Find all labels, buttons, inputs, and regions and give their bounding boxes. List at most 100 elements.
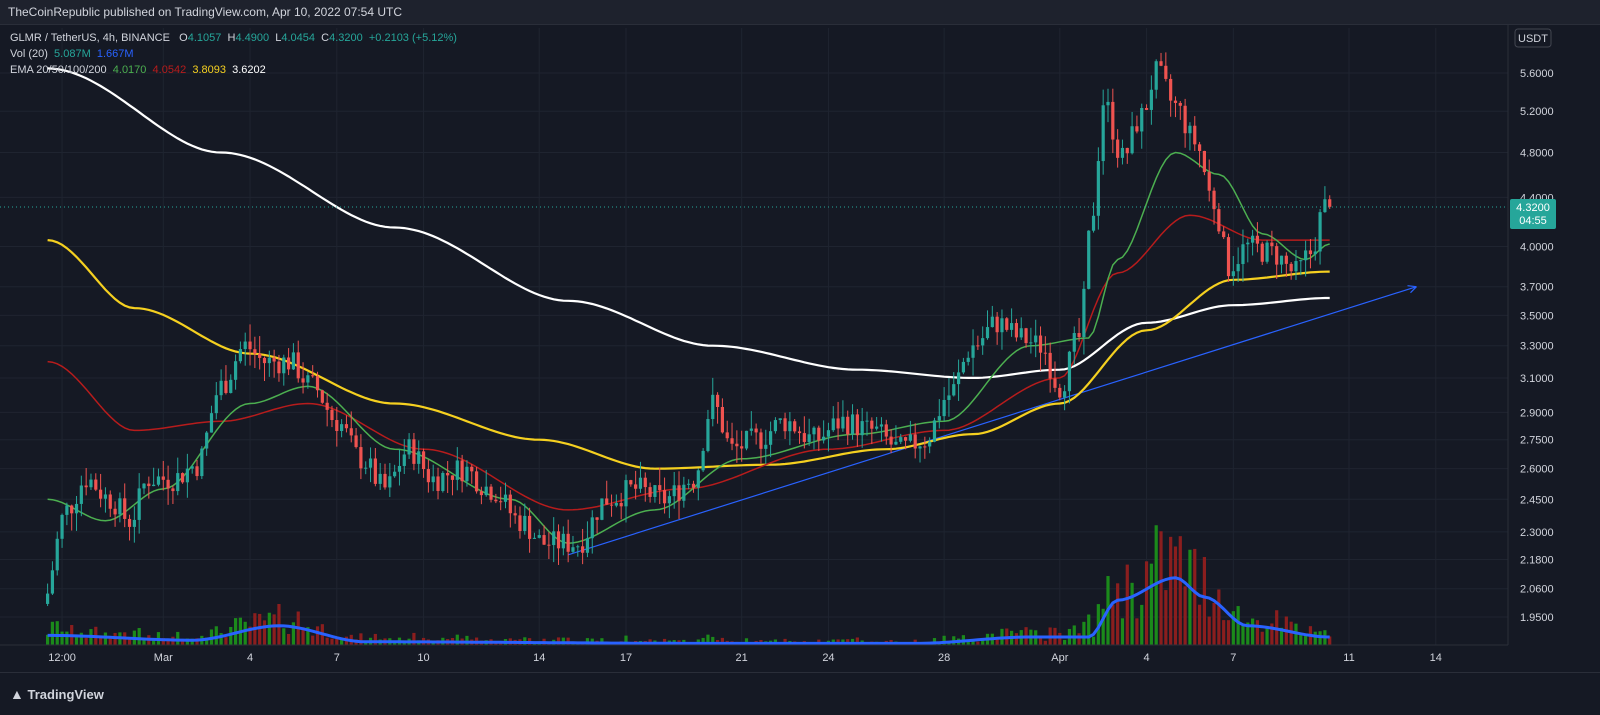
candle-body [730,438,734,444]
volume-bar [301,627,305,645]
volume-bar [142,637,146,645]
candle-body [841,416,845,429]
volume-bar [1183,586,1187,645]
time-tick-label: 28 [938,652,950,664]
candle-body [1019,328,1023,338]
volume-label[interactable]: Vol (20) [10,48,48,60]
price-tick-label: 2.4500 [1520,494,1554,506]
candle-body [528,515,532,539]
volume-bar [1063,639,1067,645]
time-tick-label: 17 [620,652,632,664]
candle-body [1318,212,1322,252]
candle-body [465,466,469,482]
volume-bar [1260,631,1264,645]
currency-label[interactable]: USDT [1514,28,1552,48]
volume-bar [1222,620,1226,645]
volume-bar [976,641,980,645]
candle-body [84,485,88,488]
time-tick-label: 4 [1143,652,1149,664]
tradingview-logo[interactable]: ▲ TradingView [10,686,104,702]
candle-body [1313,251,1317,255]
candle-body [224,380,228,393]
candle-body [928,441,932,447]
volume-bar [108,637,112,645]
candle-body [262,357,267,364]
candle-body [180,473,185,483]
candle-body [672,485,676,497]
candle-body [1289,263,1293,272]
candle-body [489,486,493,500]
candle-body [879,424,884,427]
candle-body [923,446,927,448]
candle-body [1275,246,1279,265]
candle-body [571,547,575,552]
volume-ma-value: 1.667M [96,48,134,60]
candle-body [561,533,565,549]
candle-body [648,487,652,497]
candle-body [325,402,329,410]
candle-body [315,376,320,391]
volume-bar [359,633,363,645]
candle-body [267,357,271,364]
volume-bar [1120,618,1125,645]
volume-bar [74,636,79,645]
candle-body [1106,101,1110,106]
candle-body [1096,161,1100,216]
candle-body [605,498,609,505]
candle-body [1005,318,1009,330]
volume-bar [1226,620,1231,645]
price-tick-label: 2.6000 [1520,464,1554,476]
symbol-title[interactable]: GLMR / TetherUS, 4h, BINANCE [10,32,170,44]
candle-body [301,378,305,383]
price-axis[interactable]: 5.60005.20004.80004.40004.00003.70003.50… [1507,25,1600,645]
volume-bar [330,638,334,645]
trend-line[interactable] [567,286,1417,556]
candle-body [1058,387,1062,398]
candle-body [956,372,961,385]
candle-body [687,483,691,485]
price-chart[interactable]: 5.60005.20004.80004.40004.00003.70003.50… [0,25,1600,714]
volume-bar [1087,614,1091,645]
candle-body [132,519,136,527]
volume-bar [995,637,999,645]
volume-bar [1265,627,1269,645]
candle-body [258,353,262,358]
candle-body [1101,105,1105,162]
trendline[interactable] [567,285,1417,556]
volume-bar [1043,640,1047,645]
price-tick-label: 2.7500 [1520,435,1554,447]
candle-body [1183,105,1187,134]
volume-bar [127,638,132,645]
volume-bar [1091,636,1096,645]
candle-body [793,421,797,432]
volume-bar [267,612,271,645]
candle-body [1197,144,1202,151]
candle-body [296,352,300,379]
volume-bar [340,638,344,645]
volume-bar [1304,634,1308,645]
candle-body [1063,391,1067,398]
candle-body [725,432,729,439]
volume-bar [1202,557,1206,645]
current-price-label: 4.3200 04:55 [1510,199,1556,229]
ema-label[interactable]: EMA 20/50/100/200 [10,64,107,76]
volume-bar [79,632,83,645]
volume-bar [981,639,985,645]
volume-bar [1328,636,1332,645]
candle-body [581,546,585,553]
candle-body [749,428,753,431]
volume-bars [46,525,1332,645]
volume-bar [720,637,724,645]
volume-bar [185,638,189,645]
time-axis[interactable]: 12:00 Mar 4 7 10 14 17 21 24 28 Apr 4 7 11 14 [0,644,1508,664]
volume-bar [161,638,165,645]
volume-bar [1188,549,1192,645]
volume-bar [942,635,946,645]
publish-bar: TheCoinRepublic published on TradingView… [0,0,1600,25]
candle-body [378,473,382,484]
publish-info: TheCoinRepublic published on TradingView… [8,5,403,19]
candle-body [272,357,276,362]
volume-bar [1130,582,1134,645]
grid [0,28,1508,645]
open-label: O [179,32,188,44]
